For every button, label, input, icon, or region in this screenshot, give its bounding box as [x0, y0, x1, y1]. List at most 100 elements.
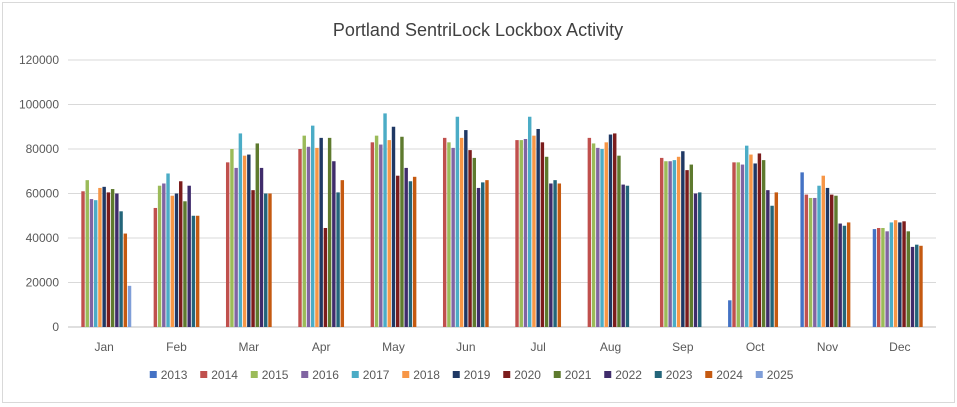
bar-2022-Jan — [115, 193, 119, 327]
bar-2015-Dec — [881, 227, 885, 327]
bar-2017-Feb — [166, 173, 170, 327]
bar-2024-Dec — [919, 245, 923, 327]
bar-2014-Nov — [804, 194, 809, 327]
legend-swatch-2025 — [755, 371, 763, 378]
bar-2022-Oct — [766, 190, 770, 327]
bar-2019-Sep — [681, 151, 685, 327]
bar-2019-Jan — [102, 186, 106, 327]
legend-swatch-2021 — [553, 371, 561, 378]
bar-2022-Apr — [332, 161, 336, 327]
bar-2018-Nov — [821, 175, 825, 327]
bar-2016-Aug — [596, 147, 600, 327]
legend-swatch-2024 — [705, 371, 713, 378]
bar-2021-Aug — [617, 155, 621, 327]
chart-title: Portland SentriLock Lockbox Activity — [333, 20, 623, 40]
bar-2013-Nov — [800, 172, 804, 327]
bar-2017-Mar — [238, 133, 243, 327]
bar-2022-Dec — [910, 246, 915, 327]
x-tick-label: Apr — [312, 340, 331, 354]
bar-2016-Dec — [885, 231, 889, 327]
bar-2020-Apr — [323, 227, 328, 327]
bar-2014-Jun — [442, 137, 447, 327]
bar-2016-Oct — [740, 164, 745, 327]
bar-2014-Jan — [81, 191, 85, 327]
legend-swatch-2022 — [604, 371, 612, 378]
bar-2022-Jul — [549, 183, 553, 327]
bar-2016-Jun — [451, 147, 455, 327]
bar-2021-Sep — [689, 164, 694, 327]
legend-label-2021: 2021 — [565, 368, 592, 382]
bar-2021-Jul — [544, 156, 549, 327]
bar-2014-Aug — [587, 137, 592, 327]
bar-2015-Sep — [664, 161, 668, 327]
y-tick-label: 20000 — [26, 276, 60, 290]
bar-2014-Sep — [659, 157, 664, 327]
bar-2014-Mar — [225, 162, 230, 327]
legend-label-2018: 2018 — [413, 368, 440, 382]
legend-swatch-2015 — [250, 371, 258, 378]
legend-swatch-2016 — [301, 371, 309, 378]
bar-2020-Nov — [830, 194, 834, 327]
bar-2020-Sep — [685, 170, 689, 327]
legend-label-2019: 2019 — [464, 368, 491, 382]
bar-2020-Dec — [902, 221, 906, 327]
bar-2015-Nov — [808, 197, 813, 327]
legend-label-2022: 2022 — [615, 368, 642, 382]
bar-2019-Jul — [536, 128, 540, 327]
bar-2018-Feb — [170, 195, 174, 327]
bar-2019-Oct — [753, 163, 757, 327]
bar-2017-Sep — [672, 160, 677, 327]
bar-2019-Jun — [464, 130, 468, 327]
bar-2019-Feb — [174, 193, 179, 327]
bar-2015-May — [374, 135, 379, 327]
bar-2016-Apr — [306, 146, 311, 327]
x-tick-label: Aug — [600, 340, 621, 354]
bar-2024-Nov — [846, 222, 851, 327]
legend-label-2013: 2013 — [161, 368, 188, 382]
y-tick-label: 120000 — [19, 53, 59, 67]
bar-2023-Feb — [191, 215, 196, 327]
bar-2018-Jun — [459, 137, 464, 327]
x-tick-label: Nov — [817, 340, 838, 354]
bar-2021-Apr — [327, 137, 332, 327]
bar-2017-Jun — [455, 116, 460, 327]
bar-2020-Mar — [251, 190, 255, 327]
bar-2018-May — [387, 140, 391, 327]
bar-2020-Feb — [179, 181, 183, 327]
bar-2022-May — [404, 167, 408, 327]
bar-2018-Jul — [532, 135, 536, 327]
bar-2023-Dec — [915, 244, 919, 327]
bar-2021-May — [400, 136, 404, 327]
bar-2014-Dec — [876, 227, 881, 327]
bar-2022-Nov — [838, 223, 842, 327]
bar-2020-Jun — [468, 150, 472, 327]
bar-2020-Aug — [613, 133, 617, 327]
x-tick-label: Feb — [166, 340, 187, 354]
legend-swatch-2020 — [503, 371, 511, 378]
legend-swatch-2019 — [452, 371, 460, 378]
bar-2016-Sep — [668, 161, 672, 327]
y-tick-label: 80000 — [26, 142, 60, 156]
legend-label-2024: 2024 — [716, 368, 743, 382]
x-tick-label: Dec — [889, 340, 910, 354]
bar-2018-Jan — [98, 187, 102, 327]
y-tick-label: 40000 — [26, 231, 60, 245]
bar-2021-Dec — [906, 231, 911, 327]
legend-swatch-2014 — [200, 371, 208, 378]
bar-2016-Jan — [89, 199, 94, 327]
bar-2018-Aug — [604, 142, 608, 327]
x-tick-label: Jun — [456, 340, 475, 354]
bar-2018-Mar — [242, 155, 247, 327]
bar-2022-Mar — [259, 167, 264, 327]
legend-swatch-2018 — [402, 371, 410, 378]
x-tick-label: Sep — [672, 340, 694, 354]
legend-swatch-2017 — [351, 371, 359, 378]
bar-2023-Jan — [119, 211, 123, 327]
bar-2017-Jul — [527, 116, 532, 327]
bar-2023-Jun — [481, 182, 485, 327]
bar-2019-Mar — [247, 154, 251, 327]
legend-label-2015: 2015 — [262, 368, 289, 382]
bar-2015-Jan — [85, 180, 89, 327]
bar-2024-Jun — [485, 180, 489, 327]
bar-2021-Jun — [472, 157, 477, 327]
